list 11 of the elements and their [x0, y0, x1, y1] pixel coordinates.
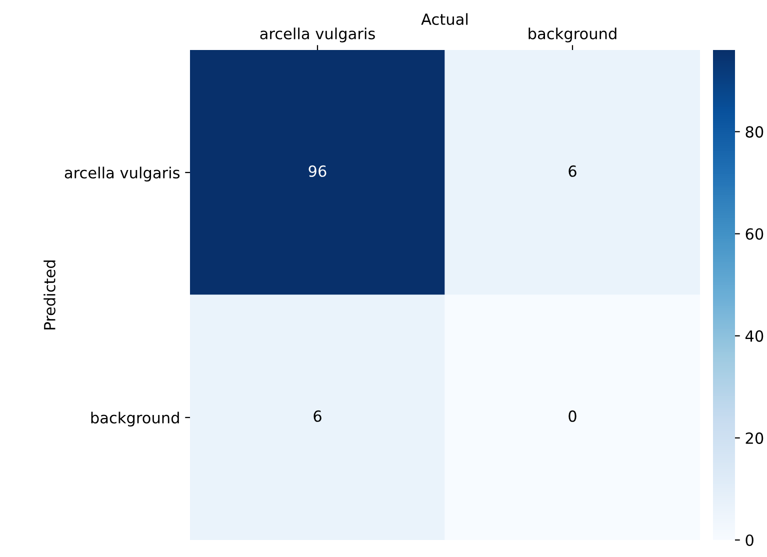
data-label: 96 — [308, 165, 326, 177]
color-bar-label: 60 — [746, 228, 764, 240]
y-axis-title: Predicted — [44, 260, 56, 330]
data-label: 6 — [314, 410, 322, 422]
color-bar-label: 80 — [746, 126, 764, 138]
color-bar-label: 20 — [746, 432, 764, 444]
color-bar-label: 40 — [745, 330, 764, 342]
x-axis-title: Actual — [421, 13, 468, 26]
data-label: 6 — [568, 165, 576, 177]
data-label: 0 — [568, 410, 576, 422]
color-bar-label: 0 — [746, 534, 754, 546]
